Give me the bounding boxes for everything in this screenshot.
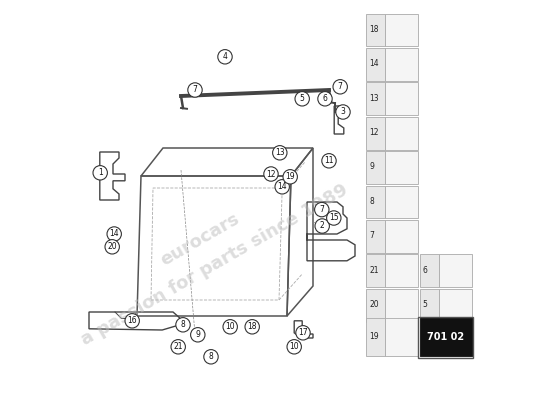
FancyBboxPatch shape	[420, 289, 439, 322]
Circle shape	[171, 340, 185, 354]
Text: 13: 13	[275, 148, 284, 157]
Text: 6: 6	[422, 266, 427, 275]
Text: 5: 5	[300, 94, 305, 103]
Text: 7: 7	[369, 231, 374, 240]
Text: 9: 9	[369, 162, 374, 172]
Circle shape	[245, 320, 260, 334]
Text: 2: 2	[320, 222, 324, 230]
FancyBboxPatch shape	[366, 48, 386, 81]
Text: 19: 19	[285, 172, 295, 181]
Text: 5: 5	[422, 300, 427, 309]
Circle shape	[273, 146, 287, 160]
FancyBboxPatch shape	[420, 318, 472, 356]
FancyBboxPatch shape	[366, 14, 386, 46]
Circle shape	[105, 240, 119, 254]
Text: 10: 10	[226, 322, 235, 331]
FancyBboxPatch shape	[366, 254, 386, 287]
Circle shape	[107, 227, 122, 241]
Text: 6: 6	[322, 94, 327, 103]
Text: 14: 14	[369, 59, 378, 68]
Text: 21: 21	[173, 342, 183, 351]
Text: 7: 7	[338, 82, 343, 91]
Text: 4: 4	[223, 52, 228, 61]
FancyBboxPatch shape	[386, 48, 418, 81]
Text: 3: 3	[340, 108, 345, 116]
Circle shape	[223, 320, 238, 334]
Circle shape	[295, 92, 310, 106]
Text: 21: 21	[369, 266, 378, 275]
Text: 15: 15	[329, 214, 339, 222]
FancyBboxPatch shape	[366, 186, 386, 218]
Circle shape	[125, 314, 139, 328]
FancyBboxPatch shape	[439, 254, 472, 287]
Circle shape	[322, 154, 336, 168]
Circle shape	[287, 340, 301, 354]
FancyBboxPatch shape	[439, 289, 472, 322]
Text: 1: 1	[98, 168, 102, 177]
Circle shape	[204, 350, 218, 364]
Circle shape	[296, 326, 310, 340]
FancyBboxPatch shape	[366, 318, 386, 356]
FancyBboxPatch shape	[386, 117, 418, 150]
FancyBboxPatch shape	[420, 254, 439, 287]
Circle shape	[176, 318, 190, 332]
Text: 17: 17	[298, 328, 308, 337]
Text: 7: 7	[192, 86, 197, 94]
Text: 14: 14	[109, 230, 119, 238]
Text: 8: 8	[208, 352, 213, 361]
Text: 9: 9	[195, 330, 200, 339]
Circle shape	[188, 83, 202, 97]
Text: 701 02: 701 02	[427, 332, 464, 342]
Circle shape	[327, 211, 341, 225]
Circle shape	[333, 80, 348, 94]
Circle shape	[336, 105, 350, 119]
Circle shape	[264, 167, 278, 181]
Text: 19: 19	[369, 332, 378, 341]
FancyBboxPatch shape	[366, 220, 386, 253]
FancyBboxPatch shape	[418, 317, 474, 358]
Text: 10: 10	[289, 342, 299, 351]
Text: 7: 7	[320, 205, 324, 214]
FancyBboxPatch shape	[366, 151, 386, 184]
Circle shape	[93, 166, 107, 180]
Text: 12: 12	[369, 128, 378, 137]
Circle shape	[283, 170, 298, 184]
FancyBboxPatch shape	[366, 117, 386, 150]
Circle shape	[191, 328, 205, 342]
Text: 18: 18	[369, 25, 378, 34]
Text: 16: 16	[128, 316, 137, 325]
FancyBboxPatch shape	[386, 186, 418, 218]
FancyBboxPatch shape	[386, 318, 418, 356]
FancyBboxPatch shape	[386, 254, 418, 287]
FancyBboxPatch shape	[366, 82, 386, 115]
Circle shape	[315, 219, 329, 233]
FancyBboxPatch shape	[386, 289, 418, 322]
Text: eurocars
a passion for parts since 1989: eurocars a passion for parts since 1989	[63, 155, 351, 349]
Circle shape	[318, 92, 332, 106]
Circle shape	[218, 50, 232, 64]
FancyBboxPatch shape	[386, 151, 418, 184]
FancyBboxPatch shape	[366, 289, 386, 322]
Circle shape	[315, 202, 329, 217]
Text: 20: 20	[107, 242, 117, 251]
FancyBboxPatch shape	[386, 14, 418, 46]
FancyBboxPatch shape	[386, 220, 418, 253]
Text: 14: 14	[277, 182, 287, 191]
FancyBboxPatch shape	[386, 82, 418, 115]
Text: 12: 12	[266, 170, 276, 178]
Text: 8: 8	[369, 197, 374, 206]
Circle shape	[275, 180, 289, 194]
Text: 13: 13	[369, 94, 378, 103]
Text: 20: 20	[369, 300, 378, 309]
Text: 11: 11	[324, 156, 334, 165]
Text: 18: 18	[248, 322, 257, 331]
Text: 8: 8	[180, 320, 185, 329]
